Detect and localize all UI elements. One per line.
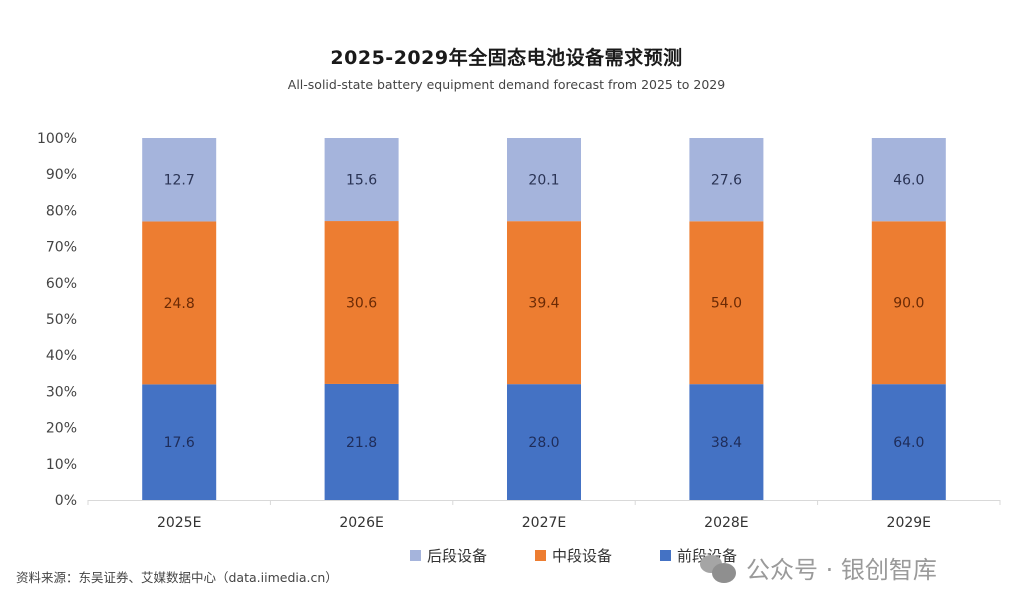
source-note: 资料来源：东吴证券、艾媒数据中心（data.iimedia.cn） (16, 570, 338, 585)
data-label: 54.0 (711, 296, 742, 312)
bar-segment (871, 138, 946, 222)
data-label: 15.6 (346, 173, 377, 189)
data-label: 90.0 (893, 296, 924, 312)
y-tick-label: 40% (46, 348, 77, 364)
bar-segment (142, 138, 217, 222)
data-label: 39.4 (528, 296, 559, 312)
y-tick-label: 90% (46, 167, 77, 183)
legend-swatch (660, 550, 672, 561)
x-axis: 2025E 2026E 2027E 2028E 2029E (87, 500, 1001, 531)
legend-label: 后段设备 (427, 547, 488, 565)
data-label: 64.0 (893, 435, 924, 451)
bar-stack-2025E: 17.6 24.8 12.7 (142, 138, 217, 500)
x-tick-label: 2029E (887, 515, 931, 531)
legend-label: 中段设备 (552, 547, 613, 565)
bar-segment (871, 384, 946, 500)
data-label: 46.0 (893, 173, 924, 189)
x-tick-label: 2025E (157, 515, 201, 531)
y-tick-label: 0% (55, 493, 77, 509)
data-label: 17.6 (164, 435, 195, 451)
bar-segment (689, 221, 764, 385)
x-tick-label: 2026E (339, 515, 383, 531)
legend-swatch (410, 550, 421, 561)
bar-segment (324, 221, 399, 384)
data-label: 21.8 (346, 435, 377, 451)
bar-segment (324, 383, 399, 500)
legend: 后段设备 中段设备 前段设备 (410, 545, 737, 566)
y-tick-label: 60% (46, 276, 77, 292)
watermark: 公众号 · 银创智库 (700, 550, 937, 585)
y-tick-label: 80% (46, 203, 77, 219)
bar-segment (689, 138, 764, 222)
data-label: 24.8 (164, 296, 195, 312)
bar-segment (507, 138, 581, 222)
bar-stack-2026E: 21.8 30.6 15.6 (324, 138, 399, 500)
data-label: 27.6 (711, 173, 742, 189)
bar-segment (871, 221, 946, 385)
y-tick-label: 30% (46, 384, 77, 400)
bar-segment (142, 384, 217, 500)
bar-segment (142, 221, 217, 385)
y-tick-label: 50% (46, 312, 77, 328)
bar-stack-2027E: 28.0 39.4 20.1 (507, 138, 581, 500)
watermark-text: 公众号 · 银创智库 (746, 556, 937, 584)
chart-subtitle: All-solid-state battery equipment demand… (287, 77, 726, 92)
stacked-bar-chart: 0%10%20%30%40%50%60%70%80%90%100% 2025E 2… (37, 131, 1001, 531)
data-label: 38.4 (711, 435, 742, 451)
bar-segment (507, 384, 581, 500)
y-tick-label: 70% (46, 240, 77, 256)
wechat-icon (700, 553, 738, 583)
y-axis: 0% 10% 20% 30% 40% 50% 60% 70% 80% 90% 100% (37, 131, 77, 509)
data-label: 30.6 (346, 295, 377, 311)
bar-segment (324, 138, 399, 222)
y-tick-label: 20% (46, 421, 77, 437)
legend-item-middle: 中段设备 (535, 545, 612, 566)
bar-segment (689, 384, 764, 500)
x-tick-label: 2028E (704, 515, 748, 531)
bar-segment (507, 221, 581, 385)
chart-title: 2025-2029年全固态电池设备需求预测 (330, 47, 683, 69)
y-tick-label: 10% (46, 457, 77, 473)
data-label: 20.1 (528, 173, 559, 189)
x-tick-label: 2027E (522, 515, 566, 531)
legend-swatch (535, 550, 547, 561)
data-label: 28.0 (528, 435, 559, 451)
y-tick-label: 100% (37, 131, 77, 147)
bar-stack-2028E: 38.4 54.0 27.6 (689, 138, 764, 500)
data-label: 12.7 (164, 173, 195, 189)
bar-stack-2029E: 64.0 90.0 46.0 (871, 138, 946, 500)
bars: 17.6 24.8 12.7 21.8 30.6 15.6 28.0 39.4 20.1 38.4… (142, 138, 946, 500)
legend-item-back: 后段设备 (410, 545, 487, 566)
